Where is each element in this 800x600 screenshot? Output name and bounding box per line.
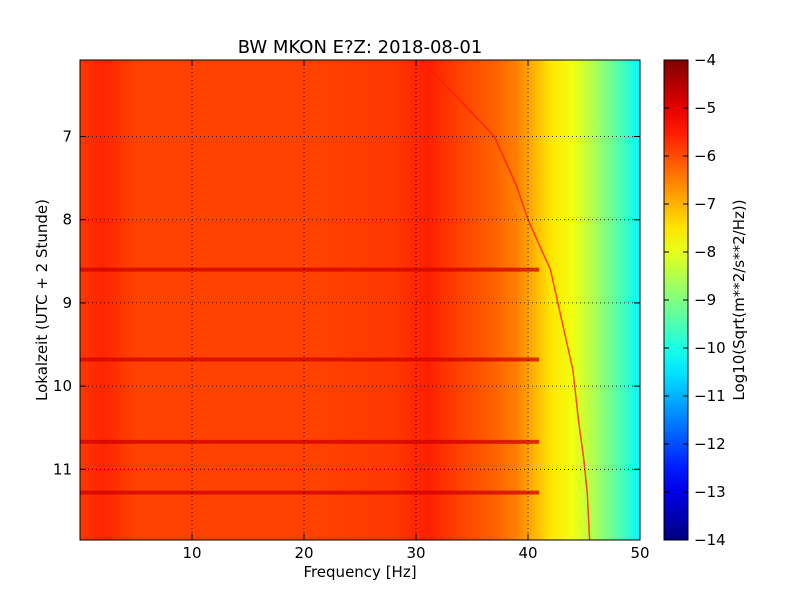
colorbar-tick-label: −13 (694, 483, 726, 501)
grid-lines (80, 60, 640, 540)
colorbar-tick-label: −10 (694, 339, 726, 357)
strong-band-1 (80, 357, 540, 362)
colorbar-label: Log10(Sqrt(m**2/s**2/Hz)) (730, 199, 748, 400)
colorbar-tick-label: −12 (694, 435, 726, 453)
x-tick-label: 40 (518, 544, 537, 562)
chart-title: BW MKON E?Z: 2018-08-01 (238, 37, 483, 58)
colorbar-tick-label: −8 (694, 243, 716, 261)
strong-band-0 (80, 267, 540, 272)
spectrogram-bands (80, 60, 591, 540)
y-axis-label: Lokalzeit (UTC + 2 Stunde) (33, 199, 51, 401)
y-axis-ticks: 7 8 9 10 11 (53, 128, 640, 478)
x-tick-label: 20 (294, 544, 313, 562)
x-tick-label: 50 (630, 544, 649, 562)
colorbar-tick-label: −6 (694, 147, 716, 165)
y-tick-label: 11 (53, 460, 72, 478)
colorbar-tick-label: −5 (694, 99, 716, 117)
colorbar-tick-label: −11 (694, 387, 726, 405)
colorbar-tick-label: −4 (694, 51, 716, 69)
y-tick-label: 10 (53, 377, 72, 395)
x-tick-label: 10 (182, 544, 201, 562)
strong-band-3 (80, 490, 540, 495)
x-axis-ticks: 10 20 30 40 50 (182, 60, 650, 562)
y-tick-label: 8 (62, 211, 72, 229)
colorbar-tick-label: −14 (694, 531, 726, 549)
colorbar-tick-label: −7 (694, 195, 716, 213)
x-axis-label: Frequency [Hz] (303, 563, 416, 581)
y-tick-label: 7 (62, 128, 72, 146)
plot-frame (79, 59, 641, 541)
colorbar-tick-label: −9 (694, 291, 716, 309)
drift-line (421, 60, 591, 540)
strong-band-2 (80, 439, 540, 444)
colorbar-ticks: −4 −5 −6 −7 −8 −9 −10 −11 −12 −13 −14 (664, 51, 726, 549)
x-tick-label: 30 (406, 544, 425, 562)
spectrogram-heatmap (80, 60, 640, 540)
y-tick-label: 9 (62, 294, 72, 312)
